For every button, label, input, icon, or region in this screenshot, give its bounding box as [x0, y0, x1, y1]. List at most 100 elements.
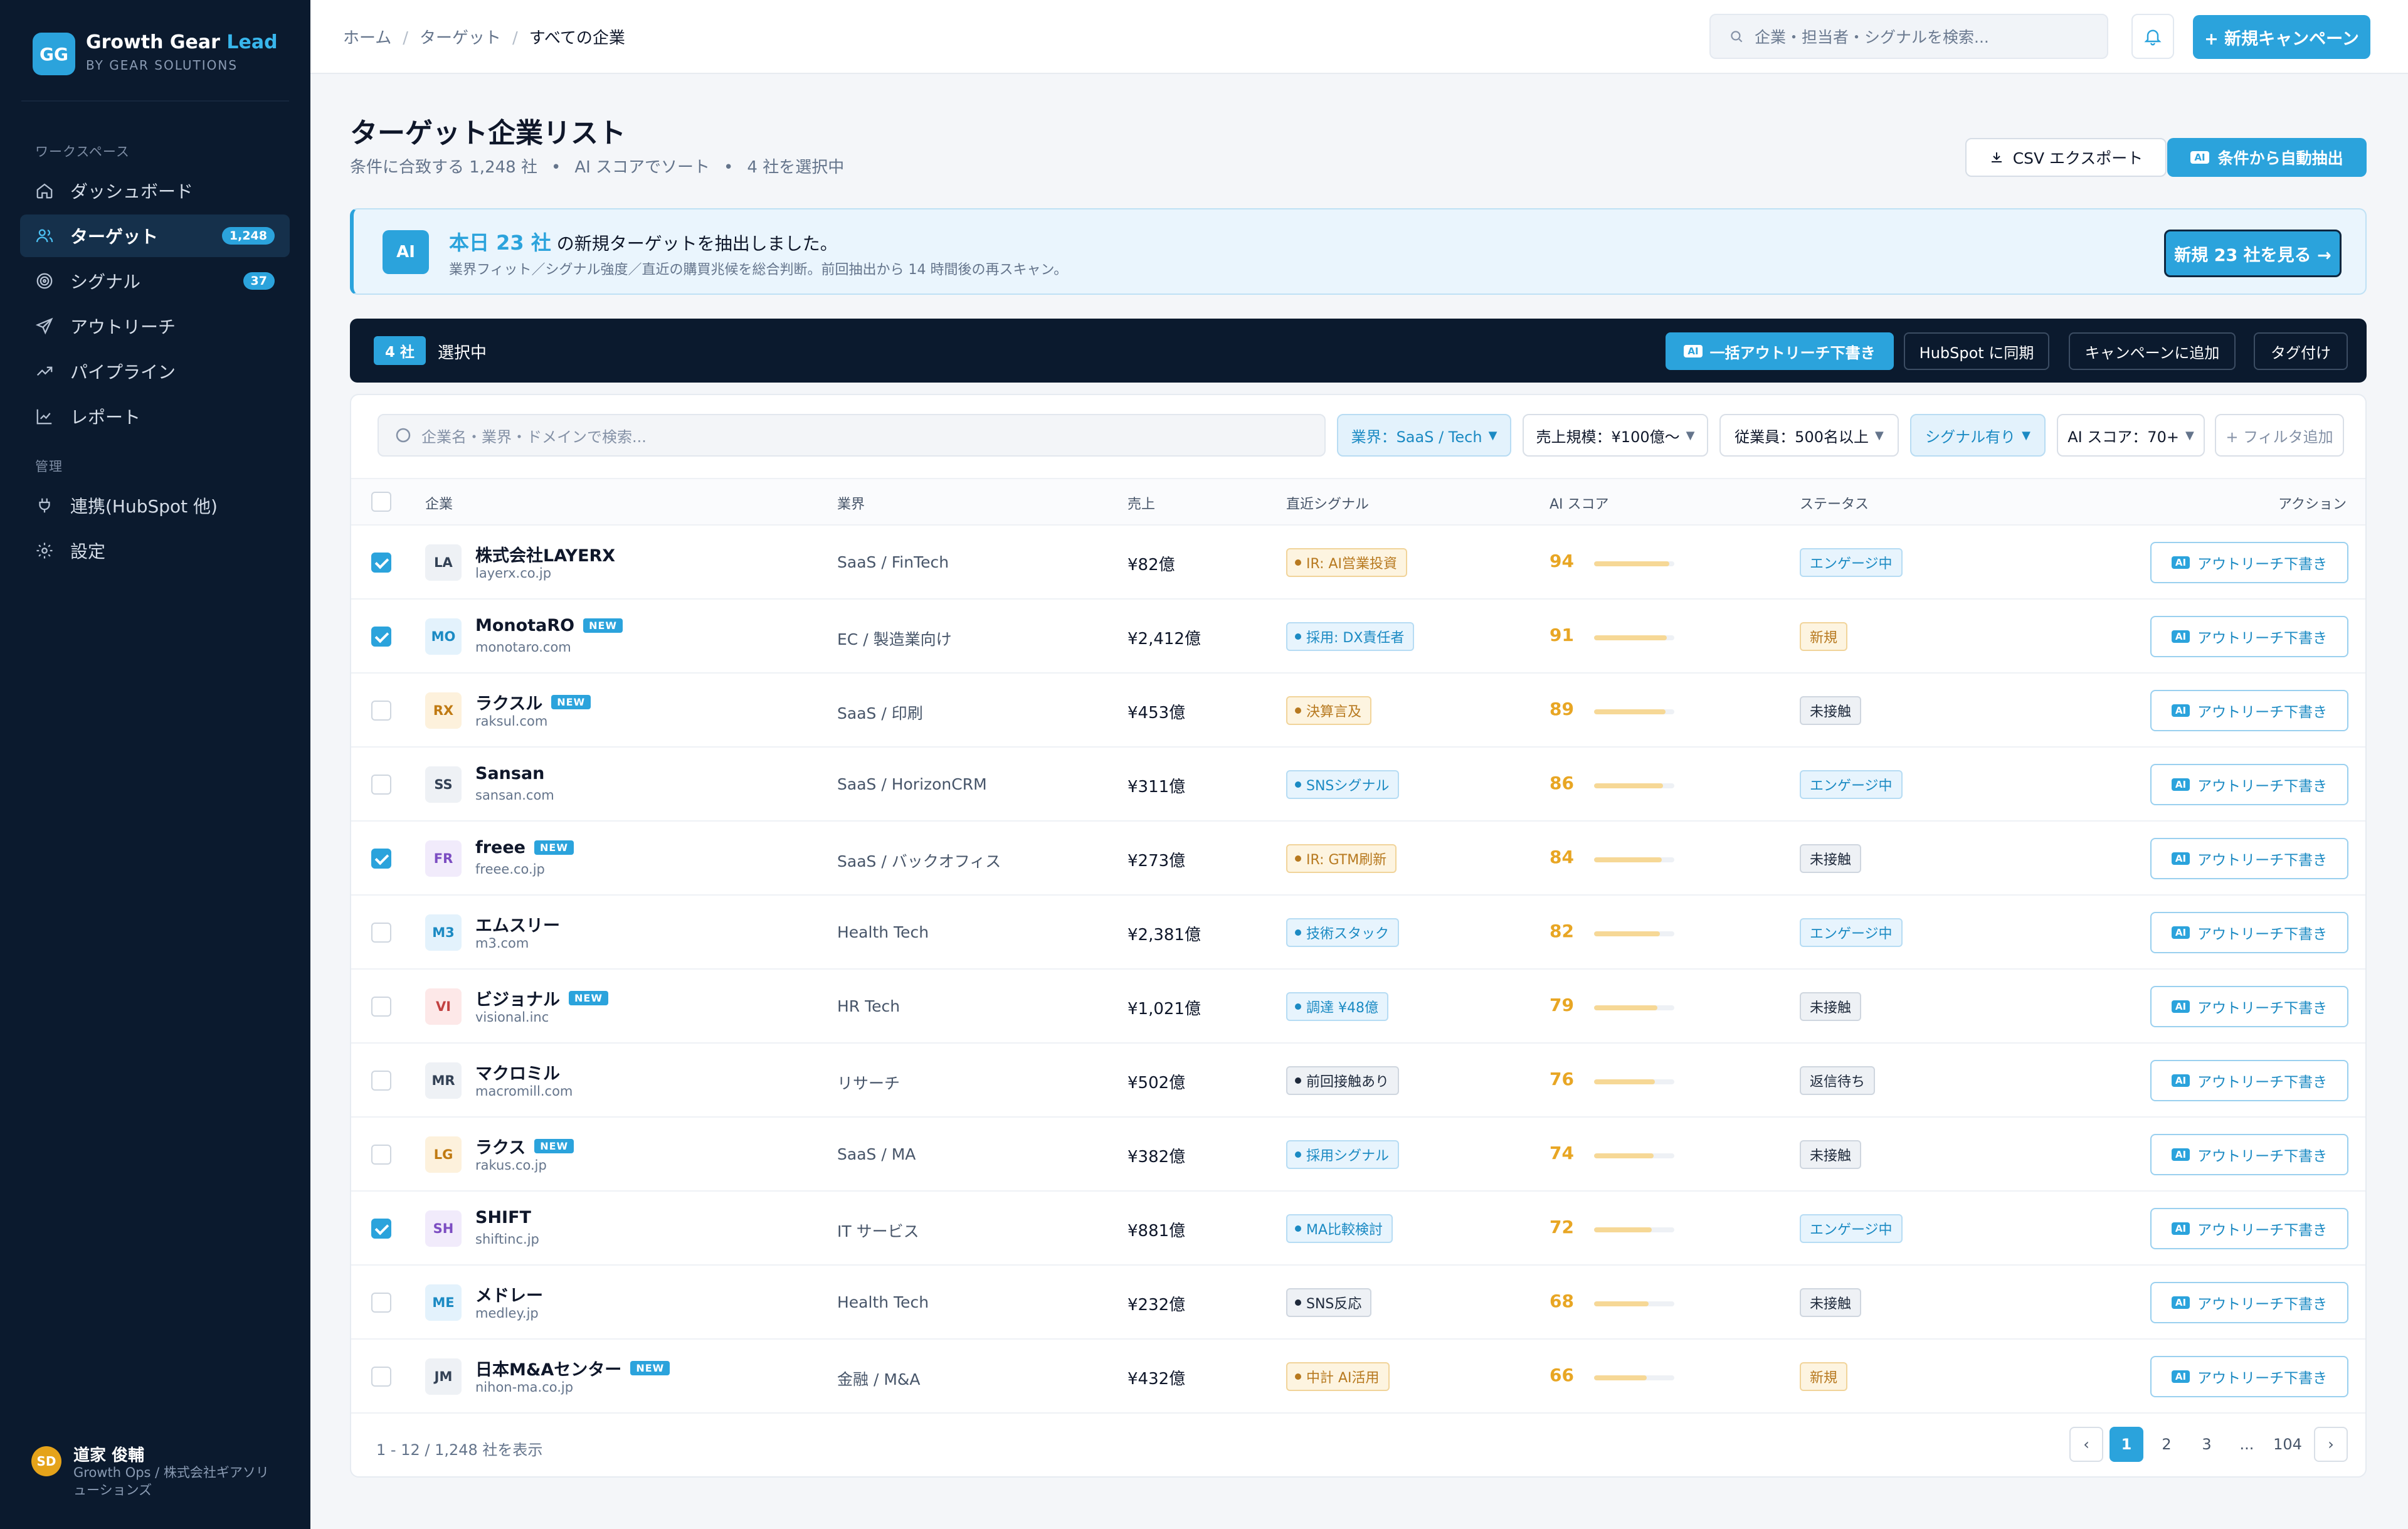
company-name[interactable]: ラクスル NEW	[475, 690, 591, 714]
sidebar-item-settings[interactable]: 設定	[20, 529, 290, 572]
sidebar-item-targets[interactable]: ターゲット 1,248	[20, 214, 290, 257]
draft-outreach-button[interactable]: AI アウトリーチ下書き	[2150, 912, 2348, 953]
table-row[interactable]: M3 エムスリー m3.com Health Tech ¥2,381億 技術スタック 82 エ…	[351, 896, 2365, 970]
company-name[interactable]: 株式会社LAYERX	[475, 542, 615, 566]
industry-cell: SaaS / FinTech	[837, 553, 949, 571]
hubspot-sync-button[interactable]: HubSpot に同期	[1904, 332, 2049, 370]
draft-outreach-button[interactable]: AI アウトリーチ下書き	[2150, 1060, 2348, 1101]
sidebar-item-signals[interactable]: シグナル 37	[20, 260, 290, 302]
filter-industry[interactable]: 業界：SaaS / Tech ▼	[1337, 414, 1511, 457]
global-search-input[interactable]: 企業・担当者・シグナルを検索...	[1709, 14, 2108, 59]
sidebar-item-integrations[interactable]: 連携(HubSpot 他)	[20, 484, 290, 527]
company-name[interactable]: ラクス NEW	[475, 1134, 574, 1158]
bulk-outreach-label: 一括アウトリーチ下書き	[1709, 344, 1876, 362]
breadcrumb-targets[interactable]: ターゲット	[420, 29, 502, 48]
auto-extract-button[interactable]: AI 条件から自動抽出	[2167, 138, 2367, 177]
company-name[interactable]: 日本M&Aセンター NEW	[475, 1356, 670, 1380]
row-checkbox[interactable]	[371, 997, 391, 1017]
draft-outreach-button[interactable]: AI アウトリーチ下書き	[2150, 764, 2348, 805]
status-badge: 未接触	[1800, 992, 1862, 1021]
row-checkbox[interactable]	[371, 1219, 391, 1239]
table-row[interactable]: SS Sansan sansan.com SaaS / HorizonCRM ¥311億…	[351, 748, 2365, 822]
add-filter-button[interactable]: + フィルタ追加	[2215, 414, 2344, 457]
draft-outreach-button[interactable]: AI アウトリーチ下書き	[2150, 1134, 2348, 1175]
table-row[interactable]: VI ビジョナル NEW visional.inc HR Tech ¥1,021億 調達 ¥…	[351, 970, 2365, 1044]
new-campaign-button[interactable]: + 新規キャンペーン	[2193, 15, 2370, 59]
select-all-checkbox[interactable]	[371, 492, 391, 512]
header-status[interactable]: ステータス	[1800, 497, 1869, 512]
header-industry[interactable]: 業界	[837, 497, 865, 512]
ai-score: 94	[1550, 551, 1574, 571]
bulk-outreach-button[interactable]: AI 一括アウトリーチ下書き	[1666, 332, 1894, 370]
draft-outreach-button[interactable]: AI アウトリーチ下書き	[2150, 690, 2348, 731]
filter-ai-score[interactable]: AI スコア：70+ ▼	[2057, 414, 2205, 457]
company-name[interactable]: freee NEW	[475, 838, 574, 857]
sidebar-item-reports[interactable]: レポート	[20, 395, 290, 438]
company-name[interactable]: SHIFT	[475, 1208, 531, 1227]
draft-outreach-button[interactable]: AI アウトリーチ下書き	[2150, 1356, 2348, 1397]
header-signal[interactable]: 直近シグナル	[1286, 497, 1370, 512]
row-checkbox[interactable]	[371, 775, 391, 795]
header-revenue[interactable]: 売上	[1127, 497, 1156, 512]
ai-score: 72	[1550, 1217, 1574, 1237]
table-row[interactable]: FR freee NEW freee.co.jp SaaS / バックオフィス ¥273億…	[351, 822, 2365, 896]
tag-button[interactable]: タグ付け	[2254, 332, 2348, 370]
notification-button[interactable]	[2131, 14, 2174, 59]
table-row[interactable]: LG ラクス NEW rakus.co.jp SaaS / MA ¥382億 採用シグナル 7…	[351, 1118, 2365, 1192]
company-name[interactable]: エムスリー	[475, 912, 560, 936]
table-row[interactable]: LA 株式会社LAYERX layerx.co.jp SaaS / FinTech ¥8…	[351, 526, 2365, 600]
sidebar-item-pipeline[interactable]: パイプライン	[20, 350, 290, 393]
draft-outreach-button[interactable]: AI アウトリーチ下書き	[2150, 838, 2348, 879]
draft-outreach-button[interactable]: AI アウトリーチ下書き	[2150, 616, 2348, 657]
view-new-targets-button[interactable]: 新規 23 社を見る →	[2164, 230, 2342, 277]
draft-outreach-button[interactable]: AI アウトリーチ下書き	[2150, 1208, 2348, 1249]
filter-signal[interactable]: シグナル有り ▼	[1910, 414, 2046, 457]
company-name[interactable]: メドレー	[475, 1282, 543, 1306]
table-row[interactable]: SH SHIFT shiftinc.jp IT サービス ¥881億 MA比較検討 72 エン…	[351, 1192, 2365, 1266]
draft-outreach-button[interactable]: AI アウトリーチ下書き	[2150, 542, 2348, 583]
company-domain: nihon-ma.co.jp	[475, 1380, 574, 1395]
company-search-input[interactable]: 企業名・業界・ドメインで検索...	[378, 414, 1326, 457]
row-checkbox[interactable]	[371, 923, 391, 943]
table-row[interactable]: JM 日本M&Aセンター NEW nihon-ma.co.jp 金融 / M&A ¥432…	[351, 1340, 2365, 1414]
draft-outreach-label: アウトリーチ下書き	[2197, 1222, 2328, 1239]
row-checkbox[interactable]	[371, 553, 391, 573]
row-checkbox[interactable]	[371, 849, 391, 869]
sidebar-item-outreach[interactable]: アウトリーチ	[20, 305, 290, 347]
header-company[interactable]: 企業	[425, 497, 453, 512]
avatar[interactable]: SD	[31, 1446, 61, 1476]
prev-page-button[interactable]: ‹	[2069, 1427, 2103, 1462]
new-badge: NEW	[534, 840, 574, 855]
draft-outreach-button[interactable]: AI アウトリーチ下書き	[2150, 986, 2348, 1027]
filter-employees[interactable]: 従業員：500名以上 ▼	[1719, 414, 1899, 457]
draft-outreach-button[interactable]: AI アウトリーチ下書き	[2150, 1282, 2348, 1323]
page-2-button[interactable]: 2	[2150, 1427, 2184, 1462]
row-checkbox[interactable]	[371, 1367, 391, 1387]
sidebar-item-dashboard[interactable]: ダッシュボード	[20, 169, 290, 212]
company-avatar: LA	[425, 544, 462, 581]
csv-export-button[interactable]: CSV エクスポート	[1965, 138, 2167, 177]
table-row[interactable]: MO MonotaRO NEW monotaro.com EC / 製造業向け ¥2,41…	[351, 600, 2365, 674]
page-3-button[interactable]: 3	[2190, 1427, 2224, 1462]
company-name[interactable]: MonotaRO NEW	[475, 616, 623, 635]
filter-revenue[interactable]: 売上規模：¥100億〜 ▼	[1523, 414, 1708, 457]
table-row[interactable]: ME メドレー medley.jp Health Tech ¥232億 SNS反応 68 未接…	[351, 1266, 2365, 1340]
breadcrumb-home[interactable]: ホーム	[343, 29, 392, 48]
company-name[interactable]: Sansan	[475, 764, 544, 783]
row-checkbox[interactable]	[371, 627, 391, 647]
industry-cell: Health Tech	[837, 923, 929, 941]
row-checkbox[interactable]	[371, 701, 391, 721]
page-ellipsis: ...	[2230, 1427, 2264, 1462]
next-page-button[interactable]: ›	[2314, 1427, 2348, 1462]
page-last-button[interactable]: 104	[2268, 1427, 2308, 1462]
page-1-button[interactable]: 1	[2110, 1427, 2143, 1462]
row-checkbox[interactable]	[371, 1071, 391, 1091]
company-name[interactable]: マクロミル	[475, 1060, 560, 1084]
add-to-campaign-button[interactable]: キャンペーンに追加	[2069, 332, 2236, 370]
table-row[interactable]: MR マクロミル macromill.com リサーチ ¥502億 前回接触あり 76 返信待…	[351, 1044, 2365, 1118]
company-name[interactable]: ビジョナル NEW	[475, 986, 608, 1010]
row-checkbox[interactable]	[371, 1145, 391, 1165]
row-checkbox[interactable]	[371, 1293, 391, 1313]
table-row[interactable]: RX ラクスル NEW raksul.com SaaS / 印刷 ¥453億 決算言及 89 未…	[351, 674, 2365, 748]
header-score[interactable]: AI スコア	[1550, 497, 1609, 512]
